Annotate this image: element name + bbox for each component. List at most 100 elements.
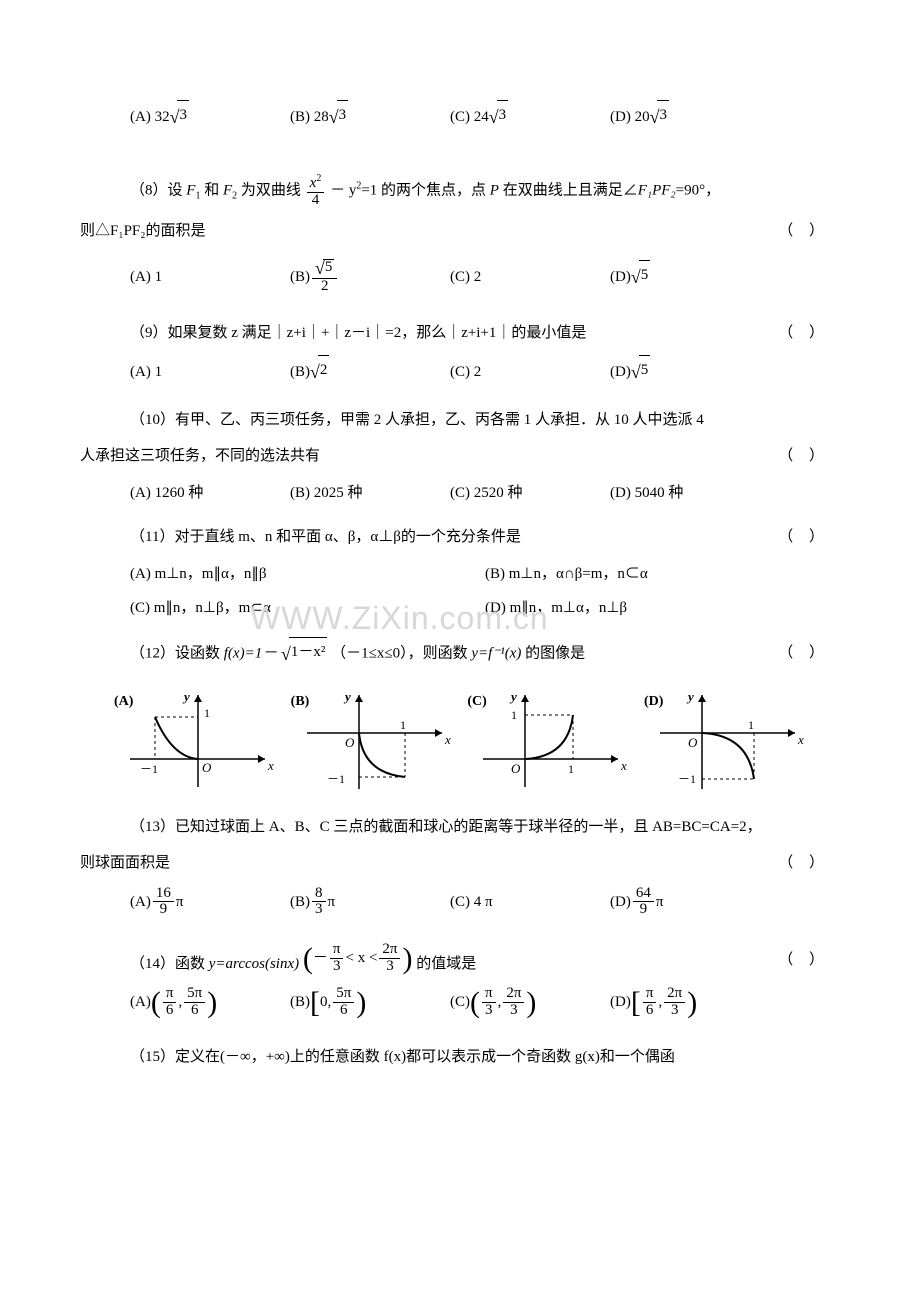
q12-panel-c: (C) x y O 1 1 xyxy=(463,687,633,797)
q14-option-b: (B) [ 0, 5π6 ) xyxy=(290,986,450,1019)
q7-a-prefix: (A) 32 xyxy=(130,103,170,132)
q9-option-d: (D) √5 xyxy=(610,355,770,389)
svg-text:1: 1 xyxy=(568,762,574,776)
q9-option-c: (C) 2 xyxy=(450,358,610,387)
answer-bracket: （ ） xyxy=(778,523,840,552)
svg-text:y: y xyxy=(182,689,190,704)
answer-bracket: （ ） xyxy=(778,639,840,668)
q10-stem: （10）有甲、乙、丙三项任务，甲需 2 人承担，乙、丙各需 1 人承担．从 10… xyxy=(80,406,840,435)
q11-row2: (C) m∥n，n⊥β，m⊂α (D) m∥n，m⊥α，n⊥β WWW.ZiXi… xyxy=(80,594,840,623)
q8-options: (A) 1 (B) √5 2 (C) 2 (D) √5 xyxy=(80,259,840,295)
svg-text:O: O xyxy=(202,760,212,775)
svg-text:x: x xyxy=(444,732,451,747)
q12-graph-panels: (A) x y O 1 －1 (B) xyxy=(80,679,840,813)
q14-stem: （14）函数 y=arccos(sinx) ( －π3 < x < 2π3 ) … xyxy=(80,942,840,978)
q13-options: (A) 169 π (B) 83 π (C) 4 π (D) 649 π xyxy=(80,886,840,919)
q9-text: （9）如果复数 z 满足｜z+i｜+｜z－i｜=2，那么｜z+i+1｜的最小值是 xyxy=(130,319,586,348)
q14-text: （14）函数 y=arccos(sinx) ( －π3 < x < 2π3 ) … xyxy=(130,942,476,978)
graph-c-icon: x y O 1 1 xyxy=(463,687,633,797)
q7-option-c: (C) 24 √3 xyxy=(450,100,610,134)
q12-stem: （12）设函数 f(x)=1－ √1－x² （－1≤x≤0），则函数 y=f⁻¹… xyxy=(80,637,840,671)
q7-c-prefix: (C) 24 xyxy=(450,103,489,132)
q7-options: (A) 32 √3 (B) 28 √3 (C) 24 √3 (D) 20 √3 xyxy=(80,100,840,134)
q8-option-c: (C) 2 xyxy=(450,263,610,292)
q12-text: （12）设函数 f(x)=1－ √1－x² （－1≤x≤0），则函数 y=f⁻¹… xyxy=(130,637,585,671)
q9-option-a: (A) 1 xyxy=(130,358,290,387)
svg-text:x: x xyxy=(267,758,274,773)
q13-option-c: (C) 4 π xyxy=(450,888,610,917)
q11-option-a: (A) m⊥n，m∥α，n∥β xyxy=(130,560,485,589)
svg-text:1: 1 xyxy=(511,708,517,722)
answer-bracket: （ ） xyxy=(778,946,840,975)
q12-panel-b: (B) x y O 1 －1 xyxy=(287,687,457,797)
q8-text: （8）设 F1 和 F2 为双曲线 x2 4 － y2=1 的两个焦点，点 P … xyxy=(130,174,720,209)
q8-option-a: (A) 1 xyxy=(130,263,290,292)
q13-text: （13）已知过球面上 A、B、C 三点的截面和球心的距离等于球半径的一半，且 A… xyxy=(130,813,762,842)
q13-option-d: (D) 649 π xyxy=(610,886,770,919)
svg-text:x: x xyxy=(797,732,804,747)
q7-option-a: (A) 32 √3 xyxy=(130,100,290,134)
q7-d-prefix: (D) 20 xyxy=(610,103,650,132)
q11-option-d: (D) m∥n，m⊥α，n⊥β xyxy=(485,594,840,623)
q10-options: (A) 1260 种 (B) 2025 种 (C) 2520 种 (D) 504… xyxy=(80,479,840,508)
q13-continuation: 则球面面积是 （ ） xyxy=(80,849,840,878)
q7-option-b: (B) 28 √3 xyxy=(290,100,450,134)
q8-stem: （8）设 F1 和 F2 为双曲线 x2 4 － y2=1 的两个焦点，点 P … xyxy=(80,174,840,209)
answer-bracket: （ ） xyxy=(778,442,840,471)
svg-text:1: 1 xyxy=(204,706,210,720)
svg-text:－1: －1 xyxy=(678,772,696,786)
q10-text: （10）有甲、乙、丙三项任务，甲需 2 人承担，乙、丙各需 1 人承担．从 10… xyxy=(130,406,704,435)
q14-option-a: (A) ( π6, 5π6 ) xyxy=(130,986,290,1019)
q10-option-a: (A) 1260 种 xyxy=(130,479,290,508)
q13-cont-text: 则球面面积是 xyxy=(80,849,170,878)
q11-text: （11）对于直线 m、n 和平面 α、β，α⊥β的一个充分条件是 xyxy=(130,523,521,552)
q11-stem: （11）对于直线 m、n 和平面 α、β，α⊥β的一个充分条件是 （ ） xyxy=(80,523,840,552)
answer-bracket: （ ） xyxy=(778,217,840,246)
sqrt-icon: √3 xyxy=(329,100,348,134)
svg-text:1: 1 xyxy=(400,718,406,732)
q11-option-c: (C) m∥n，n⊥β，m⊂α xyxy=(130,594,485,623)
svg-text:O: O xyxy=(511,761,521,776)
sqrt-icon: √3 xyxy=(489,100,508,134)
q10-cont-text: 人承担这三项任务，不同的选法共有 xyxy=(80,442,320,471)
q8-cont-text: 则△F₁PF₂的面积是 xyxy=(80,217,206,246)
q8-continuation: 则△F₁PF₂的面积是 （ ） xyxy=(80,217,840,246)
q10-option-b: (B) 2025 种 xyxy=(290,479,450,508)
q12-panel-a: (A) x y O 1 －1 xyxy=(110,687,280,797)
q8-option-b: (B) √5 2 xyxy=(290,259,450,295)
svg-text:O: O xyxy=(345,735,355,750)
svg-text:y: y xyxy=(686,689,694,704)
svg-text:y: y xyxy=(343,689,351,704)
answer-bracket: （ ） xyxy=(778,849,840,878)
svg-text:y: y xyxy=(509,689,517,704)
sqrt-icon: √3 xyxy=(170,100,189,134)
q13-option-b: (B) 83 π xyxy=(290,886,450,919)
q10-continuation: 人承担这三项任务，不同的选法共有 （ ） xyxy=(80,442,840,471)
q9-option-b: (B) √2 xyxy=(290,355,450,389)
q11-row1: (A) m⊥n，m∥α，n∥β (B) m⊥n，α∩β=m，n⊂α xyxy=(80,560,840,589)
q10-option-d: (D) 5040 种 xyxy=(610,479,770,508)
q14-option-c: (C) ( π3, 2π3 ) xyxy=(450,986,610,1019)
q7-b-prefix: (B) 28 xyxy=(290,103,329,132)
q13-option-a: (A) 169 π xyxy=(130,886,290,919)
exam-page: (A) 32 √3 (B) 28 √3 (C) 24 √3 (D) 20 √3 … xyxy=(0,0,920,1139)
svg-text:x: x xyxy=(620,758,627,773)
q15-stem: （15）定义在(－∞，+∞)上的任意函数 f(x)都可以表示成一个奇函数 g(x… xyxy=(80,1043,840,1072)
graph-d-icon: x y O 1 －1 xyxy=(640,687,810,797)
q14-options: (A) ( π6, 5π6 ) (B) [ 0, 5π6 ) (C) ( π3,… xyxy=(80,986,840,1019)
fraction: √5 2 xyxy=(312,259,337,295)
sqrt-icon: √3 xyxy=(650,100,669,134)
q15-text: （15）定义在(－∞，+∞)上的任意函数 f(x)都可以表示成一个奇函数 g(x… xyxy=(130,1043,675,1072)
q9-stem: （9）如果复数 z 满足｜z+i｜+｜z－i｜=2，那么｜z+i+1｜的最小值是… xyxy=(80,319,840,348)
q9-options: (A) 1 (B) √2 (C) 2 (D) √5 xyxy=(80,355,840,389)
q13-stem: （13）已知过球面上 A、B、C 三点的截面和球心的距离等于球半径的一半，且 A… xyxy=(80,813,840,842)
fraction: x2 4 xyxy=(307,174,325,209)
svg-text:1: 1 xyxy=(748,718,754,732)
q8-option-d: (D) √5 xyxy=(610,260,770,294)
q11-option-b: (B) m⊥n，α∩β=m，n⊂α xyxy=(485,560,840,589)
svg-text:－1: －1 xyxy=(327,772,345,786)
q10-option-c: (C) 2520 种 xyxy=(450,479,610,508)
q14-option-d: (D) [ π6, 2π3 ) xyxy=(610,986,770,1019)
svg-text:－1: －1 xyxy=(140,762,158,776)
answer-bracket: （ ） xyxy=(778,319,840,348)
